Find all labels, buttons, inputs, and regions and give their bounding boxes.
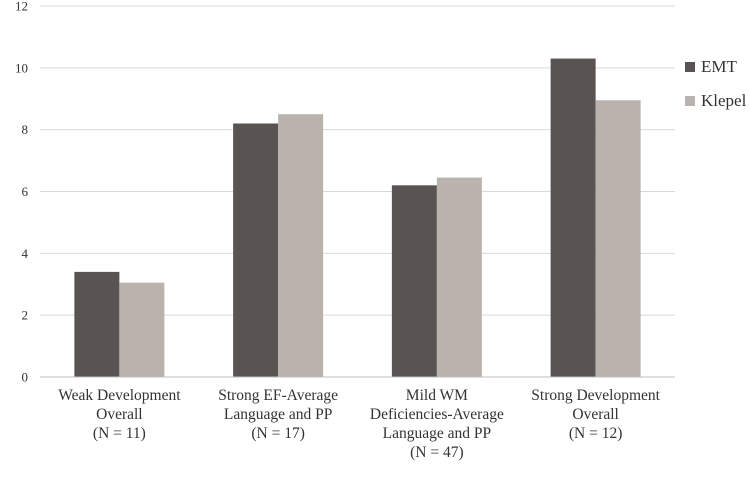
legend-label-klepel: Klepel [701,91,747,110]
x-category-label: Weak Development Overall (N = 11) [58,387,181,442]
x-category-label-line: Strong Development [531,387,660,404]
bar-klepel-4 [595,100,641,377]
bar-klepel-1 [119,282,165,377]
x-category-label-line: (N = 11) [93,425,146,442]
bars [74,58,641,377]
y-tick-label: 4 [22,246,29,261]
y-tick-label: 12 [15,0,28,14]
x-category-label-line: (N = 12) [569,425,623,442]
x-category-label-line: Overall [572,406,618,423]
x-category-label-line: Weak Development [58,387,181,404]
x-category-label: Strong Development Overall (N = 12) [531,387,660,442]
x-axis-category-labels: Weak Development Overall (N = 11) Strong EF… [58,387,660,461]
bar-klepel-2 [278,114,324,377]
x-category-label-line: Overall [96,406,142,423]
y-tick-label: 6 [22,184,29,199]
y-axis-tick-labels: 0 2 4 6 8 10 12 [15,0,29,385]
x-category-label: Mild WM Deficiencies-Average Language and … [370,387,504,461]
bar-emt-1 [74,271,120,377]
y-tick-label: 2 [22,308,29,323]
legend-swatch-emt [685,62,695,72]
legend-label-emt: EMT [701,57,738,76]
legend-swatch-klepel [685,96,695,106]
bar-emt-3 [391,185,437,377]
y-tick-label: 0 [22,370,29,385]
x-category-label-line: Language and PP [383,425,491,442]
x-category-label-line: Language and PP [224,406,332,423]
y-tick-label: 8 [22,122,29,137]
x-category-label-line: Mild WM [406,387,468,404]
legend: EMT Klepel [685,57,747,110]
bar-emt-2 [233,123,279,377]
x-category-label-line: (N = 47) [410,444,464,461]
x-category-label: Strong EF-Average Language and PP (N = 17) [218,387,338,442]
x-category-label-line: Deficiencies-Average [370,406,504,423]
x-category-label-line: (N = 17) [251,425,305,442]
x-category-label-line: Strong EF-Average [218,387,338,404]
bar-klepel-3 [436,177,482,377]
y-tick-label: 10 [15,60,28,75]
bar-emt-4 [550,58,596,377]
